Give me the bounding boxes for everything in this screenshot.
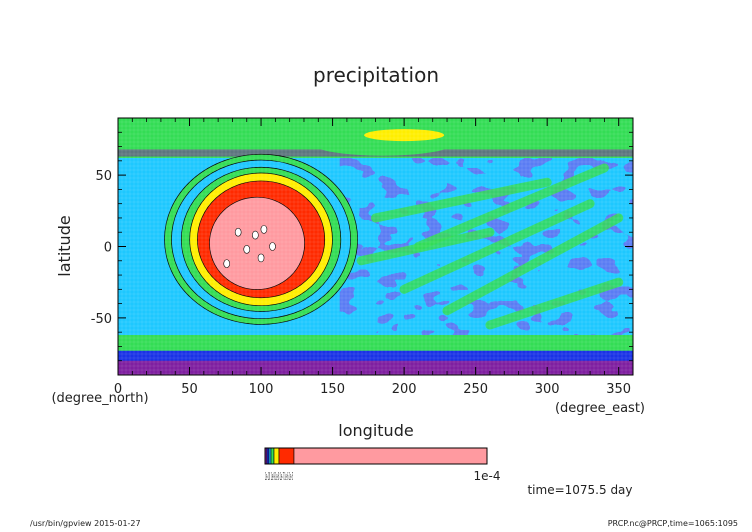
colorbar-segment xyxy=(273,447,280,465)
core-spot xyxy=(252,230,259,240)
streak-green xyxy=(442,213,624,316)
x-tick-label: 0 xyxy=(114,382,122,397)
colorbar-segment xyxy=(278,447,295,465)
colorbar-segment xyxy=(293,447,488,465)
x-tick-label: 100 xyxy=(249,382,274,397)
y-axis-label: latitude xyxy=(55,215,74,276)
north-tail-yellow xyxy=(364,129,445,142)
x-tick-label: 200 xyxy=(392,382,417,397)
streak-green xyxy=(371,177,552,223)
streak-green xyxy=(485,277,624,330)
x-tick-label: 250 xyxy=(463,382,488,397)
core-spot xyxy=(234,227,242,237)
core-spot xyxy=(269,242,276,251)
x-tick-label: 50 xyxy=(181,382,198,397)
core-spot xyxy=(257,253,265,263)
x-tick-label: 300 xyxy=(535,382,560,397)
y-tick-label: 50 xyxy=(95,169,112,184)
colorbar-label-right: 1e-4 xyxy=(474,469,501,483)
y-tick-label: 0 xyxy=(104,241,112,256)
footer-right: PRCP.nc@PRCP,time=1065:1095 xyxy=(608,519,738,528)
streak-green xyxy=(399,199,595,294)
x-tick-label: 150 xyxy=(320,382,345,397)
x-units-label: (degree_east) xyxy=(555,401,645,416)
y-tick-label: -50 xyxy=(91,312,112,327)
x-axis-label: longitude xyxy=(338,421,413,440)
footer-left: /usr/bin/gpview 2015-01-27 xyxy=(30,519,141,528)
x-tick-label: 350 xyxy=(606,382,631,397)
colorbar-frame xyxy=(264,447,488,465)
time-annotation: time=1075.5 day xyxy=(527,483,632,497)
y-units-label: (degree_north) xyxy=(51,391,148,406)
plot-area xyxy=(118,118,633,375)
chart-title: precipitation xyxy=(313,63,439,87)
colorbar-label-left: 1e-10 1e-9 1e-8 1e-7 1e-6 1e-5 xyxy=(265,470,293,483)
streak-green xyxy=(413,163,609,251)
core-spot xyxy=(243,245,251,254)
core-pink xyxy=(209,196,305,290)
colorbar-segment xyxy=(270,447,275,465)
core-spot xyxy=(223,259,231,268)
core-spot xyxy=(260,225,268,234)
